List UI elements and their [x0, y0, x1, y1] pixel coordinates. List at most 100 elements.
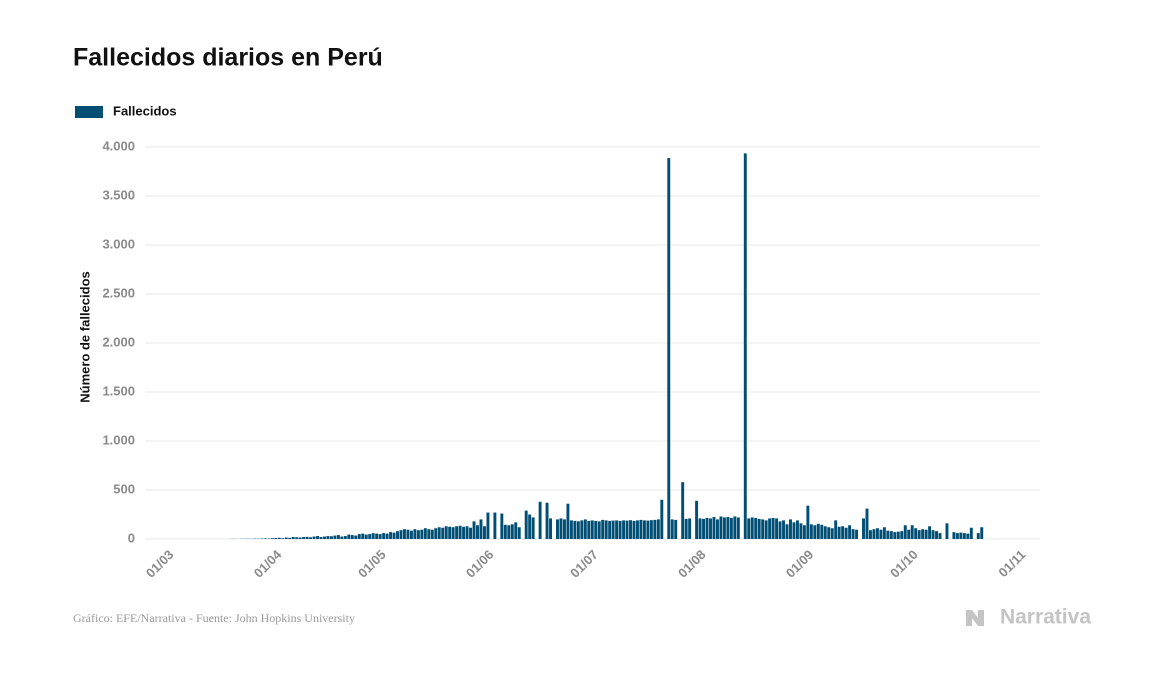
- bar: [754, 517, 758, 539]
- bar: [733, 516, 737, 539]
- bar: [945, 523, 949, 539]
- bar: [903, 525, 907, 539]
- bar: [827, 527, 831, 539]
- bar: [375, 533, 379, 539]
- bar: [576, 521, 580, 539]
- bar: [319, 537, 323, 539]
- bar: [427, 529, 431, 539]
- bar: [549, 518, 552, 539]
- bar: [357, 534, 361, 539]
- bar: [409, 530, 413, 539]
- bar: [437, 527, 441, 539]
- bar: [493, 512, 497, 539]
- bar: [364, 534, 368, 539]
- bar: [879, 529, 883, 539]
- bar: [413, 529, 417, 539]
- bar: [403, 529, 406, 539]
- bar: [625, 520, 629, 539]
- bar: [802, 525, 806, 539]
- bar: [789, 519, 792, 539]
- x-tick-label: 01/09: [783, 547, 817, 581]
- bar: [955, 533, 959, 539]
- bar: [768, 518, 772, 539]
- bar: [976, 533, 980, 539]
- bar: [594, 520, 598, 539]
- bar: [757, 518, 761, 539]
- bar: [615, 520, 619, 539]
- bar: [695, 500, 699, 539]
- bar: [799, 523, 803, 539]
- bar: [465, 526, 469, 539]
- bar: [396, 531, 399, 539]
- y-tick-label: 4.000: [102, 138, 135, 153]
- y-tick-label: 0: [128, 530, 135, 545]
- bar: [556, 519, 559, 539]
- bar: [729, 517, 733, 539]
- bar: [809, 524, 813, 539]
- bar: [399, 530, 403, 539]
- bar: [875, 528, 879, 539]
- bar: [778, 521, 782, 539]
- bar: [441, 527, 445, 539]
- bar: [528, 514, 532, 539]
- bar: [389, 532, 393, 539]
- bar: [573, 520, 577, 539]
- bar: [295, 537, 299, 539]
- bar: [865, 508, 869, 539]
- bar: [882, 527, 886, 539]
- bar: [486, 512, 490, 539]
- bar: [855, 529, 859, 539]
- bar: [587, 520, 591, 539]
- bar: [837, 526, 841, 539]
- bar: [889, 531, 893, 539]
- bar: [288, 537, 292, 539]
- bar: [326, 536, 330, 539]
- bar: [562, 519, 566, 539]
- bar: [316, 536, 319, 539]
- bar: [531, 517, 535, 539]
- legend-swatch: [75, 106, 103, 118]
- bar: [667, 158, 671, 539]
- bar: [333, 535, 337, 539]
- bar: [472, 521, 476, 539]
- bar: [670, 519, 674, 539]
- bar: [844, 527, 848, 539]
- chart-title: Fallecidos diarios en Perú: [73, 44, 383, 72]
- bar: [469, 527, 473, 539]
- x-tick-label: 01/11: [995, 547, 1028, 580]
- bar: [851, 529, 855, 539]
- bar: [510, 524, 514, 539]
- bar: [980, 527, 984, 539]
- bar: [583, 519, 587, 539]
- bar: [649, 520, 653, 539]
- bar: [444, 526, 448, 539]
- bar: [423, 528, 427, 539]
- bar: [305, 536, 309, 539]
- bar: [281, 538, 285, 539]
- bar: [705, 517, 709, 539]
- bar: [604, 520, 608, 539]
- bar: [354, 535, 358, 539]
- bar: [969, 527, 973, 539]
- x-tick-label: 01/05: [355, 547, 389, 581]
- bar: [538, 501, 542, 539]
- bar: [848, 525, 852, 539]
- bar: [601, 519, 605, 539]
- bar: [726, 516, 730, 539]
- bar: [608, 520, 612, 539]
- bar: [869, 530, 872, 539]
- bar: [722, 517, 726, 539]
- bar: [590, 520, 594, 539]
- bar: [959, 532, 963, 539]
- bar: [323, 536, 326, 539]
- bar: [361, 533, 365, 539]
- x-tick-label: 01/07: [567, 547, 601, 581]
- bar: [681, 482, 685, 539]
- bar: [524, 510, 528, 539]
- bar: [834, 520, 838, 539]
- bar: [482, 526, 486, 539]
- y-tick-label: 1.000: [102, 432, 135, 447]
- y-axis-label: Número de fallecidos: [77, 271, 92, 402]
- bar: [291, 537, 295, 539]
